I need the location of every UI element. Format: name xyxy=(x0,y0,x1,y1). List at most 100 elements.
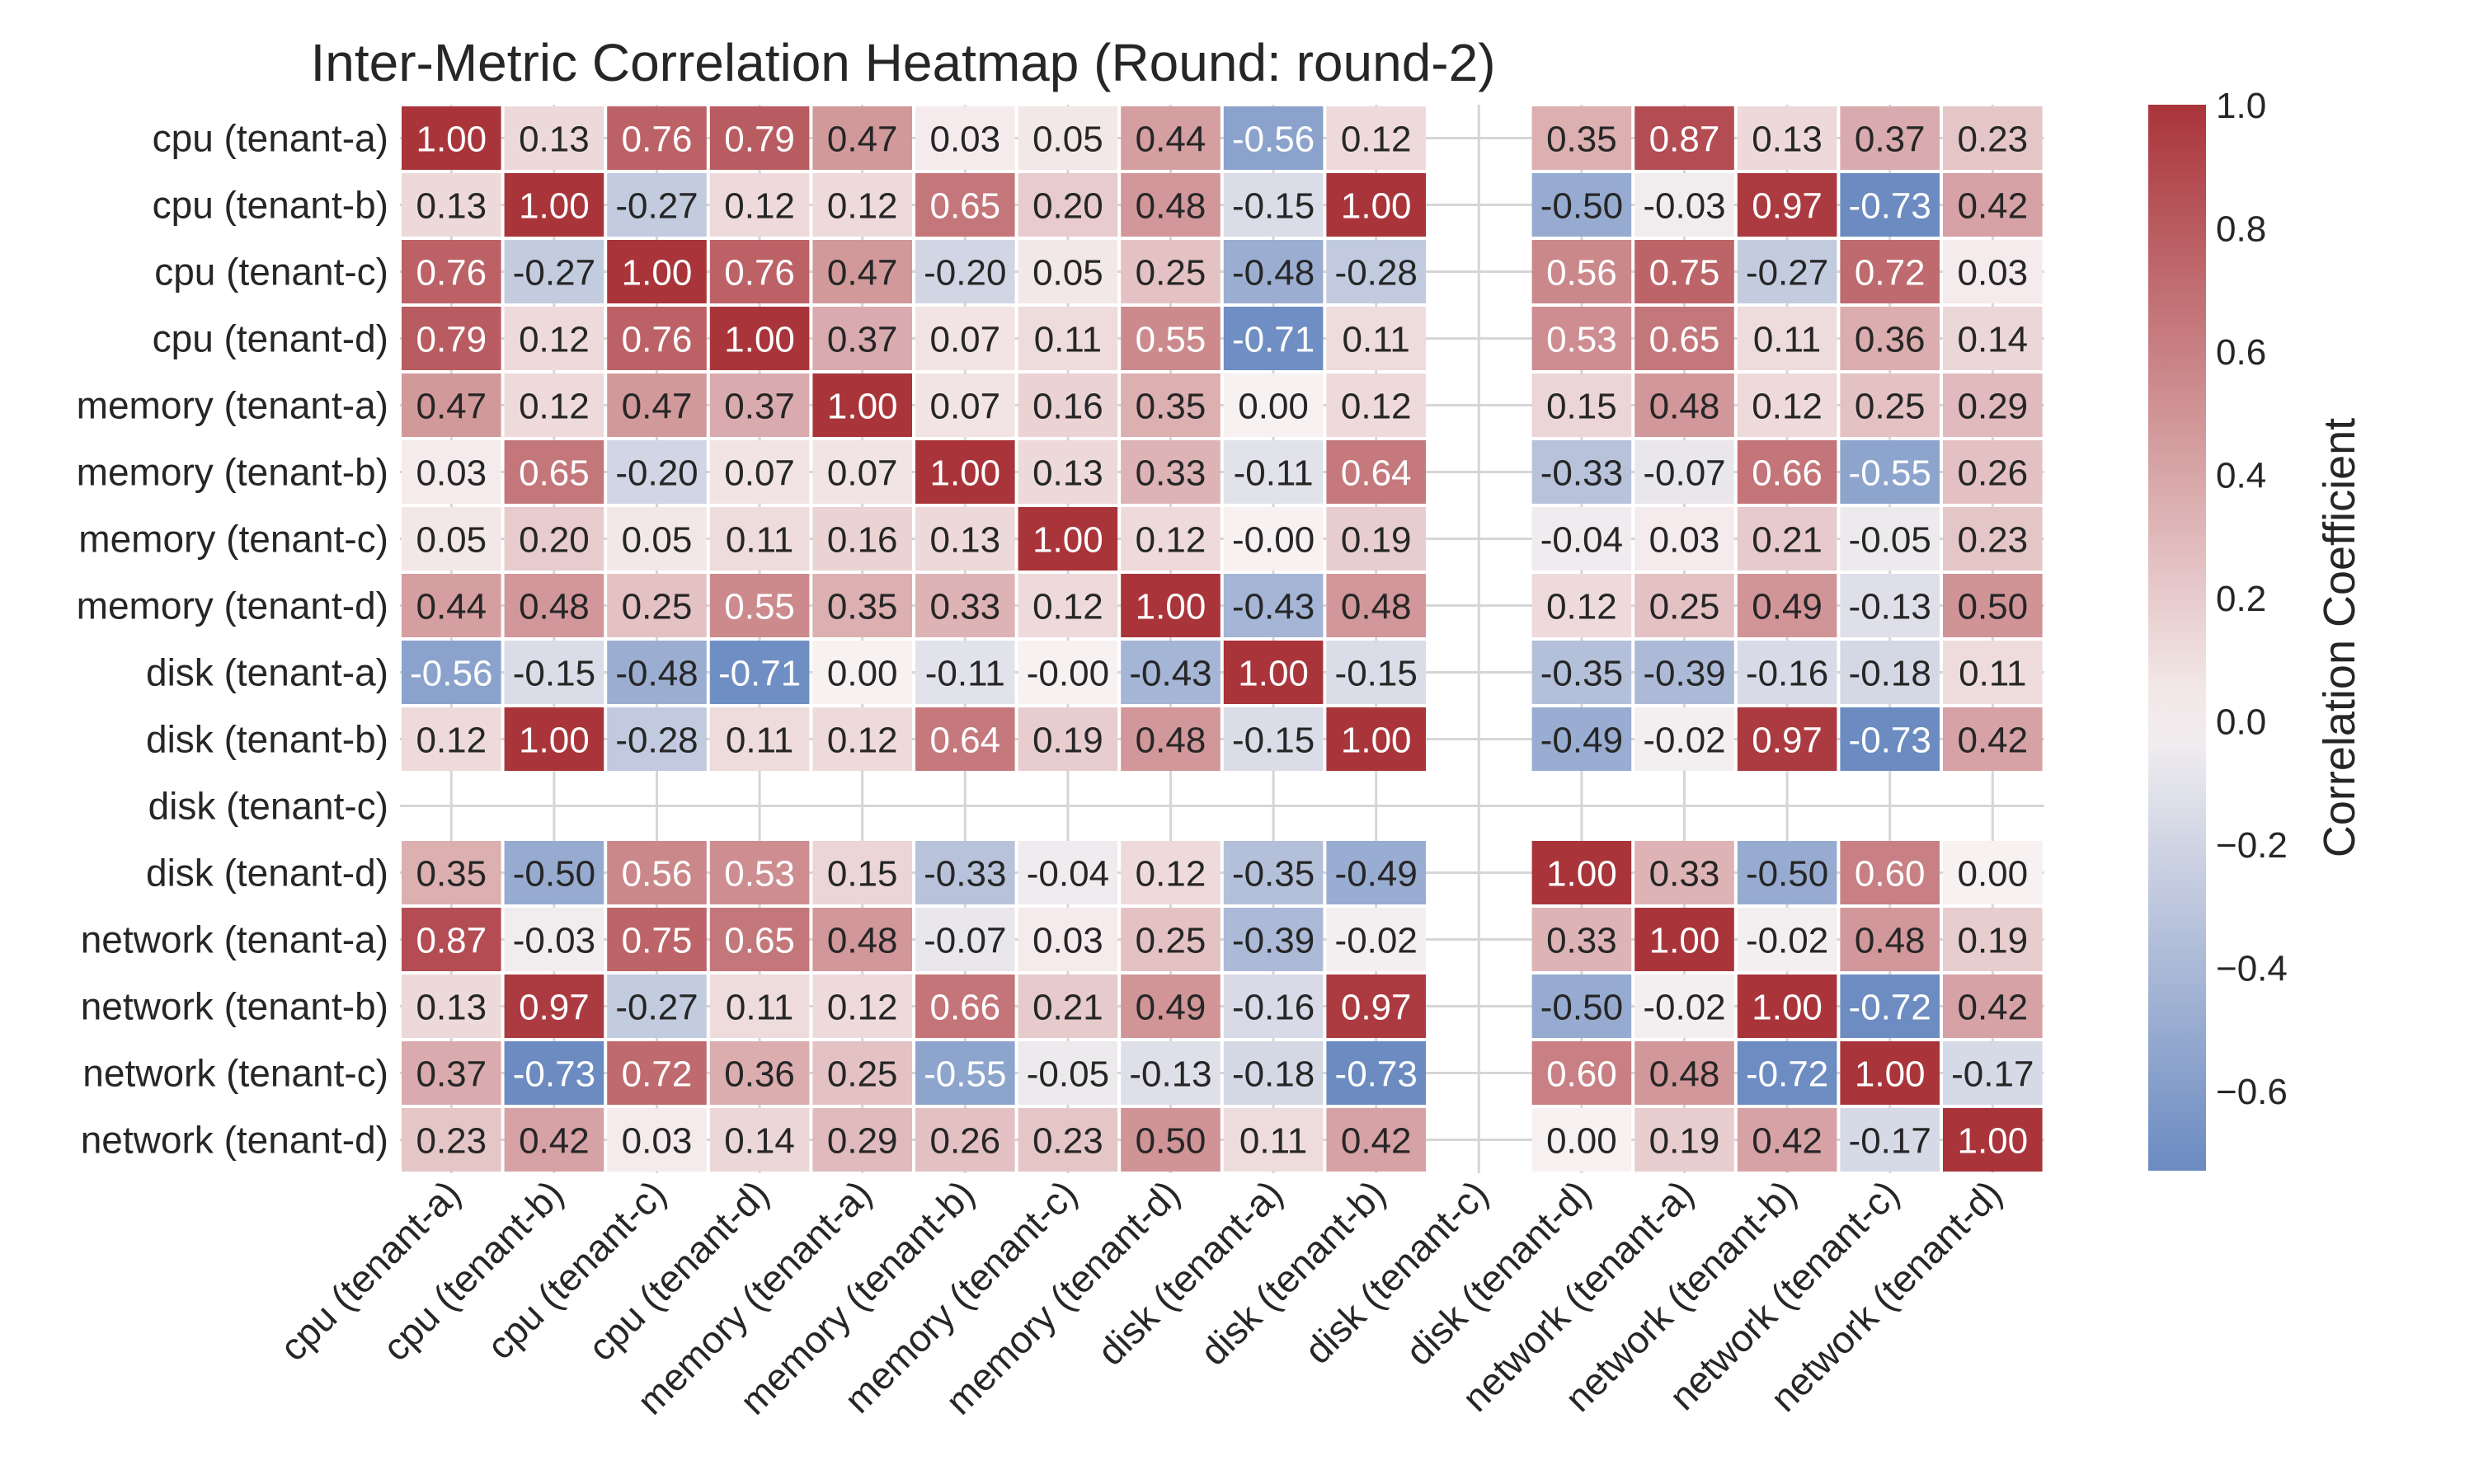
heatmap-cell xyxy=(504,507,604,571)
heatmap-cell xyxy=(1840,1041,1940,1105)
cell-value-label: -0.02 xyxy=(1643,721,1725,761)
cell-value-label: -0.02 xyxy=(1335,921,1418,961)
heatmap-cell xyxy=(812,974,912,1038)
cell-value-label: 0.37 xyxy=(1855,120,1926,160)
cell-value-label: -0.27 xyxy=(513,253,595,294)
heatmap-cell xyxy=(607,1108,707,1172)
heatmap-cell xyxy=(1840,974,1940,1038)
cell-value-label: 0.25 xyxy=(622,587,693,627)
cell-value-label: 0.48 xyxy=(1136,721,1206,761)
cell-value-label: -0.18 xyxy=(1232,1054,1315,1095)
cell-value-label: 0.87 xyxy=(1649,120,1720,160)
heatmap-cell xyxy=(1943,1041,2043,1105)
cell-value-label: 0.97 xyxy=(1341,988,1412,1028)
cell-value-label: -0.43 xyxy=(1129,654,1211,694)
cell-value-label: 0.19 xyxy=(1957,921,2028,961)
heatmap-cell xyxy=(607,307,707,370)
heatmap-cell xyxy=(709,707,810,771)
heatmap-cell xyxy=(1737,307,1837,370)
heatmap-cell xyxy=(607,173,707,237)
heatmap-cell xyxy=(1840,440,1940,504)
cell-value-label: 0.25 xyxy=(827,1054,898,1095)
heatmap-cell xyxy=(1326,307,1426,370)
cell-value-label: 0.12 xyxy=(724,186,795,227)
heatmap-cell xyxy=(1634,908,1734,971)
cell-value-label: 0.49 xyxy=(1752,587,1823,627)
heatmap-cell xyxy=(1223,1041,1324,1105)
heatmap-cell xyxy=(1634,307,1734,370)
cell-value-label: 1.00 xyxy=(1238,654,1309,694)
cell-value-label: 0.75 xyxy=(1649,253,1720,294)
heatmap-cell xyxy=(915,908,1015,971)
cell-value-label: 0.33 xyxy=(929,587,1000,627)
heatmap-cell xyxy=(1121,841,1221,904)
cell-value-label: 0.79 xyxy=(724,120,795,160)
heatmap-cell xyxy=(1634,1041,1734,1105)
cell-value-label: -0.13 xyxy=(1129,1054,1211,1095)
cell-value-label: -0.00 xyxy=(1232,520,1315,561)
heatmap-cell xyxy=(1223,974,1324,1038)
heatmap-cell xyxy=(1840,707,1940,771)
cell-value-label: 0.03 xyxy=(622,1121,693,1162)
y-tick-label-disk-tenant-b: disk (tenant-b) xyxy=(146,718,388,761)
cell-value-label: -0.11 xyxy=(925,654,1005,694)
heatmap-cell xyxy=(607,841,707,904)
cell-value-label: -0.02 xyxy=(1746,921,1828,961)
heatmap-cell xyxy=(1121,507,1221,571)
cell-value-label: -0.39 xyxy=(1232,921,1315,961)
heatmap-cell xyxy=(1634,707,1734,771)
y-tick-label-cpu-tenant-a: cpu (tenant-a) xyxy=(153,117,388,160)
cell-value-label: 0.37 xyxy=(827,320,898,360)
cell-value-label: 0.12 xyxy=(827,186,898,227)
heatmap-cell xyxy=(1737,641,1837,704)
cell-value-label: 0.05 xyxy=(1032,253,1103,294)
heatmap-cell xyxy=(709,440,810,504)
cell-value-label: -0.55 xyxy=(1849,453,1931,494)
cell-value-label: -0.00 xyxy=(1027,654,1109,694)
heatmap-cell xyxy=(402,1041,501,1105)
heatmap-cell xyxy=(1943,574,2043,637)
cell-value-label: -0.72 xyxy=(1746,1054,1828,1095)
cell-value-label: 0.12 xyxy=(827,988,898,1028)
heatmap-cell xyxy=(1223,1108,1324,1172)
cell-value-label: 1.00 xyxy=(1855,1054,1926,1095)
cell-value-label: 0.48 xyxy=(827,921,898,961)
heatmap-cell xyxy=(1634,173,1734,237)
cell-value-label: 0.35 xyxy=(416,854,487,895)
cell-value-label: 0.16 xyxy=(827,520,898,561)
cell-value-label: -0.50 xyxy=(1540,988,1623,1028)
heatmap-cell xyxy=(504,173,604,237)
colorbar-label: Correlation Coefficient xyxy=(2315,418,2364,857)
cell-value-label: -0.16 xyxy=(1232,988,1315,1028)
cell-value-label: 0.21 xyxy=(1032,988,1103,1028)
cell-value-label: 0.47 xyxy=(622,387,693,427)
heatmap-cell xyxy=(607,707,707,771)
heatmap-cell xyxy=(504,974,604,1038)
heatmap-cell xyxy=(607,440,707,504)
cell-value-label: 0.49 xyxy=(1136,988,1206,1028)
cell-value-label: 0.23 xyxy=(1957,120,2028,160)
y-tick-label-network-tenant-a: network (tenant-a) xyxy=(81,918,388,961)
cell-value-label: 0.47 xyxy=(827,253,898,294)
heatmap-cell xyxy=(1121,240,1221,303)
cell-value-label: 0.23 xyxy=(416,1121,487,1162)
heatmap-cell xyxy=(1223,841,1324,904)
heatmap-cell xyxy=(812,641,912,704)
cell-value-label: -0.07 xyxy=(924,921,1006,961)
heatmap-cell xyxy=(1737,1041,1837,1105)
chart-title: Inter-Metric Correlation Heatmap (Round:… xyxy=(310,33,1495,92)
heatmap-cell xyxy=(915,707,1015,771)
cell-value-label: 0.33 xyxy=(1546,921,1617,961)
heatmap-cell xyxy=(1737,707,1837,771)
cell-value-label: -0.73 xyxy=(513,1054,595,1095)
cell-value-label: 0.97 xyxy=(1752,186,1823,227)
y-tick-label-disk-tenant-d: disk (tenant-d) xyxy=(146,852,388,895)
cell-value-label: -0.27 xyxy=(615,988,698,1028)
cell-value-label: 0.76 xyxy=(724,253,795,294)
cell-value-label: 0.11 xyxy=(1239,1121,1307,1162)
cell-value-label: -0.20 xyxy=(615,453,698,494)
cell-value-label: -0.48 xyxy=(1232,253,1315,294)
heatmap-cell xyxy=(1223,574,1324,637)
heatmap-cell xyxy=(709,307,810,370)
heatmap-cell xyxy=(1943,841,2043,904)
